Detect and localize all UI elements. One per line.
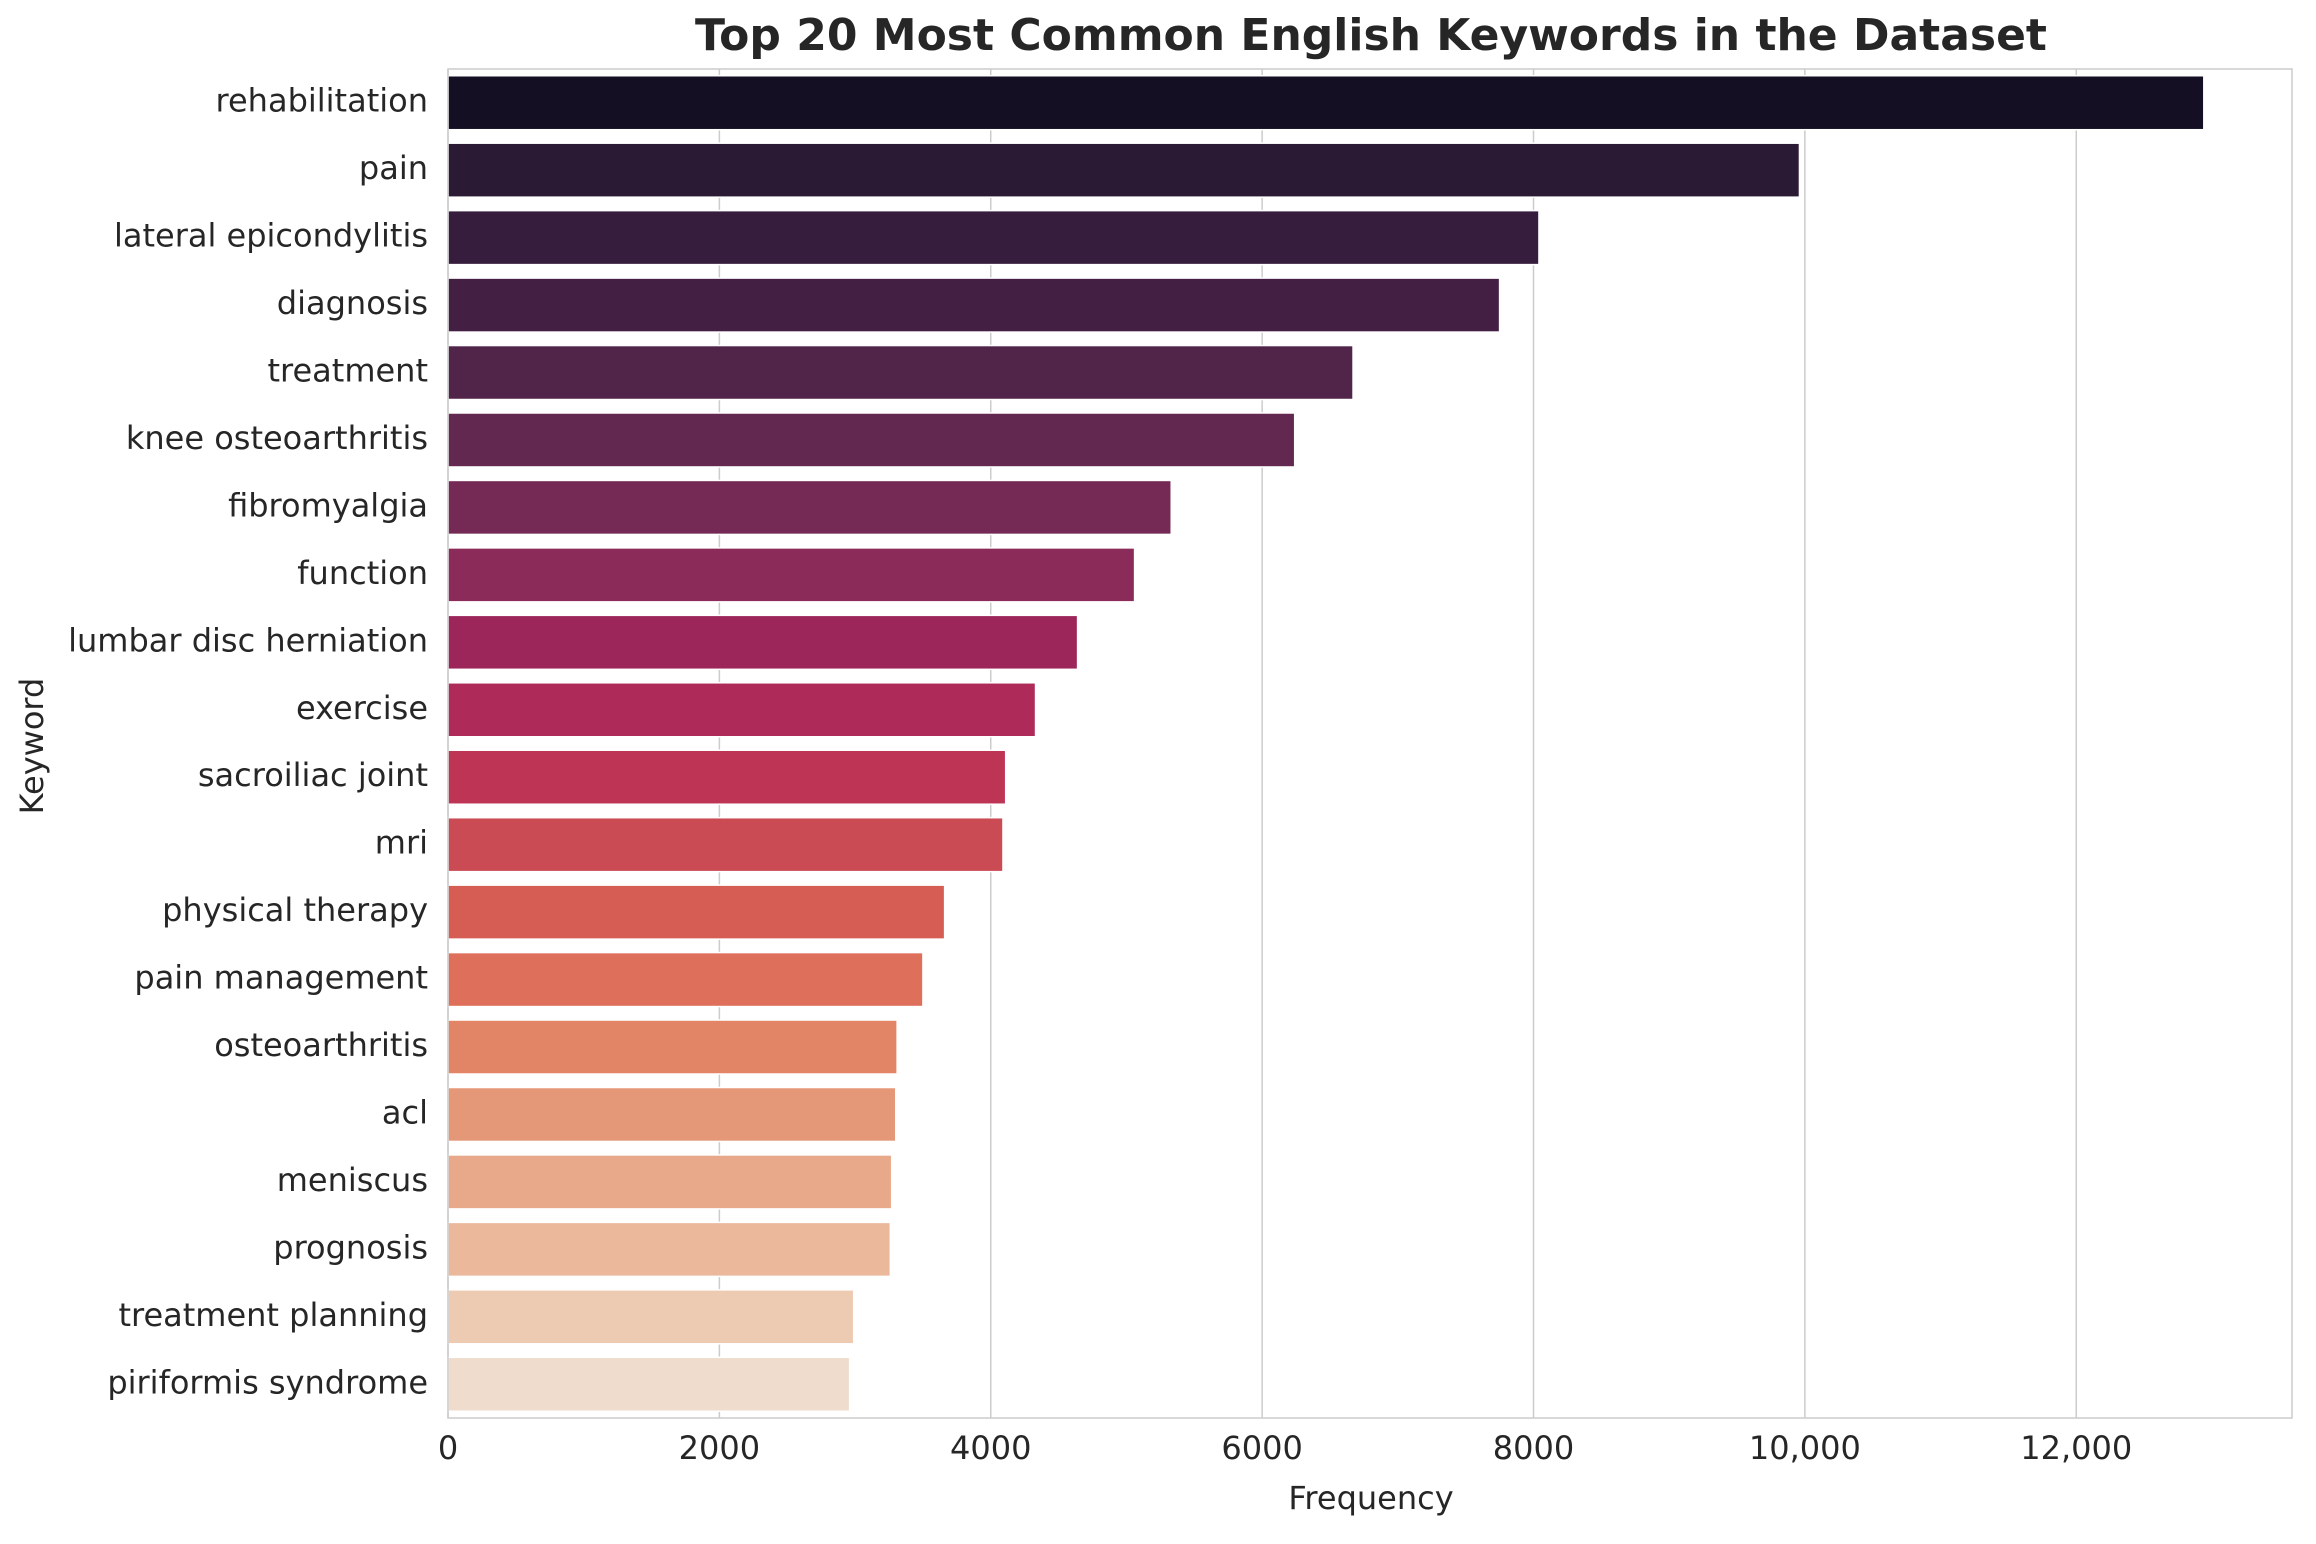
bar xyxy=(447,209,1540,266)
bar xyxy=(447,74,2205,131)
y-tick-label: prognosis xyxy=(273,1228,428,1266)
y-tick-label: function xyxy=(297,554,428,592)
x-tick-label: 4000 xyxy=(950,1429,1031,1467)
plot-frame xyxy=(447,68,2293,1419)
bar xyxy=(447,1289,855,1345)
y-tick-label: physical therapy xyxy=(162,891,428,929)
bar xyxy=(447,479,1172,536)
bar xyxy=(447,884,946,940)
y-tick-label: treatment planning xyxy=(118,1296,428,1334)
bar xyxy=(447,344,1354,401)
x-tick-label: 0 xyxy=(438,1429,458,1467)
chart-title: Top 20 Most Common English Keywords in t… xyxy=(695,10,2047,61)
bar xyxy=(447,682,1037,738)
x-tick-label: 8000 xyxy=(1493,1429,1574,1467)
y-tick-label: meniscus xyxy=(277,1161,428,1199)
bar xyxy=(447,749,1007,805)
x-axis-title: Frequency xyxy=(1288,1479,1453,1517)
y-tick-label: knee osteoarthritis xyxy=(126,419,428,457)
y-tick-label: fibromyalgia xyxy=(228,486,428,524)
y-tick-label: acl xyxy=(382,1093,428,1131)
x-tick-label: 12,000 xyxy=(2020,1429,2132,1467)
bar xyxy=(447,547,1136,603)
y-tick-label: diagnosis xyxy=(277,284,428,322)
bar xyxy=(447,277,1501,333)
y-tick-label: pain xyxy=(359,149,428,187)
bar xyxy=(447,1154,893,1210)
y-tick-label: mri xyxy=(375,824,428,862)
bar xyxy=(447,1086,897,1143)
y-tick-label: sacroiliac joint xyxy=(198,756,428,794)
x-tick-label: 6000 xyxy=(1221,1429,1302,1467)
bar xyxy=(447,614,1079,671)
x-tick-label: 2000 xyxy=(679,1429,760,1467)
y-tick-label: lateral epicondylitis xyxy=(114,217,428,255)
y-tick-label: exercise xyxy=(296,689,428,727)
x-tick-label: 10,000 xyxy=(1749,1429,1861,1467)
y-tick-label: pain management xyxy=(134,959,428,997)
y-tick-label: rehabilitation xyxy=(216,82,428,120)
bar xyxy=(447,412,1296,468)
y-tick-label: treatment xyxy=(267,352,428,390)
bar xyxy=(447,142,1801,198)
bar xyxy=(447,1356,851,1413)
bar xyxy=(447,816,1004,873)
y-axis-title: Keyword xyxy=(13,678,51,815)
y-tick-label: osteoarthritis xyxy=(214,1026,428,1064)
y-tick-label: lumbar disc herniation xyxy=(68,621,428,659)
bar xyxy=(447,1221,892,1278)
bar xyxy=(447,951,924,1008)
y-tick-label: piriformis syndrome xyxy=(107,1363,428,1401)
bar xyxy=(447,1019,898,1075)
